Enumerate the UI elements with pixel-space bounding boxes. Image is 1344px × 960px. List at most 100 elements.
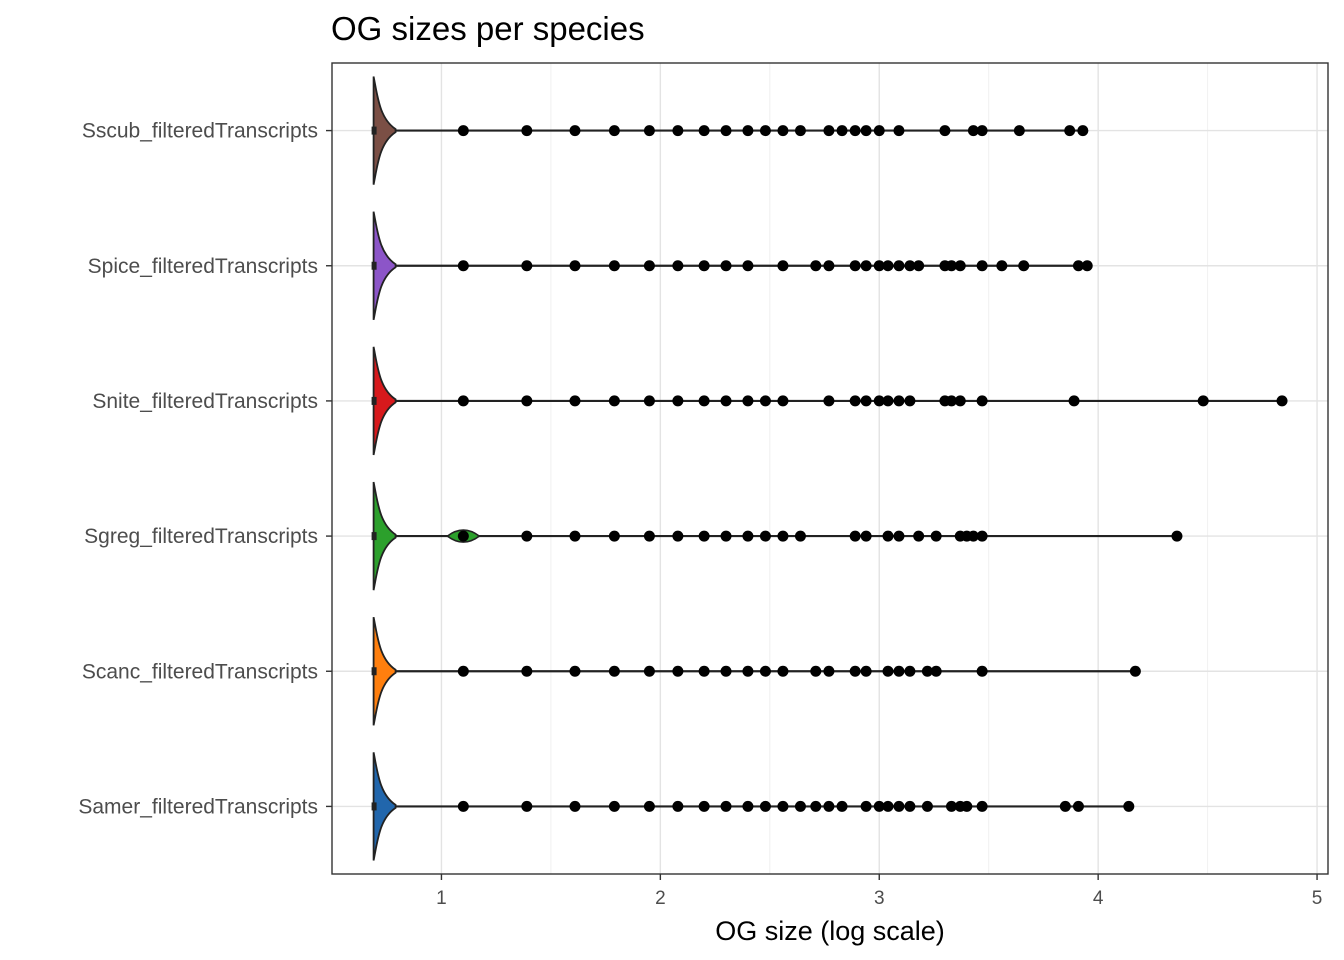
outlier-point (643, 395, 655, 407)
x-tick-label: 5 (1312, 888, 1323, 909)
outlier-point (967, 125, 979, 137)
outlier-point (860, 395, 872, 407)
outlier-point (720, 665, 732, 677)
outlier-point (873, 260, 885, 272)
outlier-point (893, 260, 905, 272)
outlier-point (698, 800, 710, 812)
outlier-point (945, 800, 957, 812)
outlier-point (1064, 125, 1076, 137)
violin-layer (371, 76, 1288, 861)
violin-group (371, 481, 1183, 591)
outlier-point (873, 125, 885, 137)
violin-group (371, 752, 1135, 861)
outlier-point (976, 125, 988, 137)
outlier-point (823, 260, 835, 272)
outlier-point (643, 125, 655, 137)
violin-body (372, 617, 397, 726)
outlier-point (860, 530, 872, 542)
y-tick-label: Spice_filteredTranscripts (88, 255, 318, 278)
violin-median (371, 261, 377, 270)
outlier-point (904, 395, 916, 407)
outlier-point (810, 665, 822, 677)
outlier-point (904, 260, 916, 272)
outlier-point (1171, 530, 1183, 542)
outlier-point (849, 665, 861, 677)
outlier-point (672, 530, 684, 542)
outlier-point (742, 125, 754, 137)
outlier-point (643, 665, 655, 677)
outlier-point (457, 530, 469, 542)
outlier-point (1072, 260, 1084, 272)
violin-group (371, 211, 1093, 320)
outlier-point (777, 125, 789, 137)
outlier-point (961, 800, 973, 812)
x-tick-label: 4 (1093, 888, 1104, 909)
outlier-point (759, 125, 771, 137)
outlier-point (913, 530, 925, 542)
outlier-point (777, 260, 789, 272)
violin-body (372, 346, 397, 456)
outlier-point (720, 395, 732, 407)
outlier-point (996, 260, 1008, 272)
outlier-point (608, 530, 620, 542)
outlier-point (860, 665, 872, 677)
outlier-point (1013, 125, 1025, 137)
outlier-point (976, 530, 988, 542)
y-tick-label: Samer_filteredTranscripts (78, 795, 318, 818)
outlier-point (672, 665, 684, 677)
outlier-point (945, 395, 957, 407)
outlier-point (823, 125, 835, 137)
outlier-point (882, 530, 894, 542)
outlier-point (810, 800, 822, 812)
outlier-point (823, 665, 835, 677)
plot-panel-border (331, 62, 1329, 875)
y-tick-label: Scanc_filteredTranscripts (82, 660, 318, 683)
outlier-point (608, 125, 620, 137)
outlier-point (521, 665, 533, 677)
outlier-point (777, 395, 789, 407)
outlier-point (608, 395, 620, 407)
outlier-point (698, 125, 710, 137)
outlier-point (921, 800, 933, 812)
outlier-point (720, 125, 732, 137)
violin-median (371, 532, 377, 541)
x-axis: 1 2 3 4 5 (436, 874, 1322, 909)
violin-median (371, 126, 377, 135)
outlier-point (904, 665, 916, 677)
outlier-point (521, 800, 533, 812)
outlier-point (976, 260, 988, 272)
outlier-point (698, 530, 710, 542)
outlier-point (569, 125, 581, 137)
violin-body (372, 211, 397, 320)
grid-minor (550, 63, 1209, 874)
outlier-point (777, 800, 789, 812)
outlier-point (759, 800, 771, 812)
outlier-point (672, 260, 684, 272)
outlier-point (569, 395, 581, 407)
violin-body (372, 752, 397, 861)
outlier-point (921, 665, 933, 677)
outlier-point (873, 800, 885, 812)
outlier-point (569, 530, 581, 542)
outlier-point (1081, 260, 1093, 272)
outlier-point (457, 260, 469, 272)
outlier-point (810, 260, 822, 272)
outlier-point (742, 800, 754, 812)
outlier-point (742, 395, 754, 407)
outlier-point (882, 800, 894, 812)
outlier-point (849, 530, 861, 542)
outlier-point (720, 530, 732, 542)
violin-group (371, 617, 1141, 726)
outlier-point (860, 800, 872, 812)
outlier-point (823, 800, 835, 812)
outlier-point (643, 530, 655, 542)
y-tick-label: Sgreg_filteredTranscripts (84, 525, 318, 548)
outlier-point (1123, 800, 1135, 812)
chart-title: OG sizes per species (331, 10, 645, 47)
x-tick-label: 3 (874, 888, 885, 909)
outlier-point (860, 125, 872, 137)
outlier-point (521, 260, 533, 272)
outlier-point (930, 665, 942, 677)
outlier-point (836, 125, 848, 137)
outlier-point (742, 260, 754, 272)
